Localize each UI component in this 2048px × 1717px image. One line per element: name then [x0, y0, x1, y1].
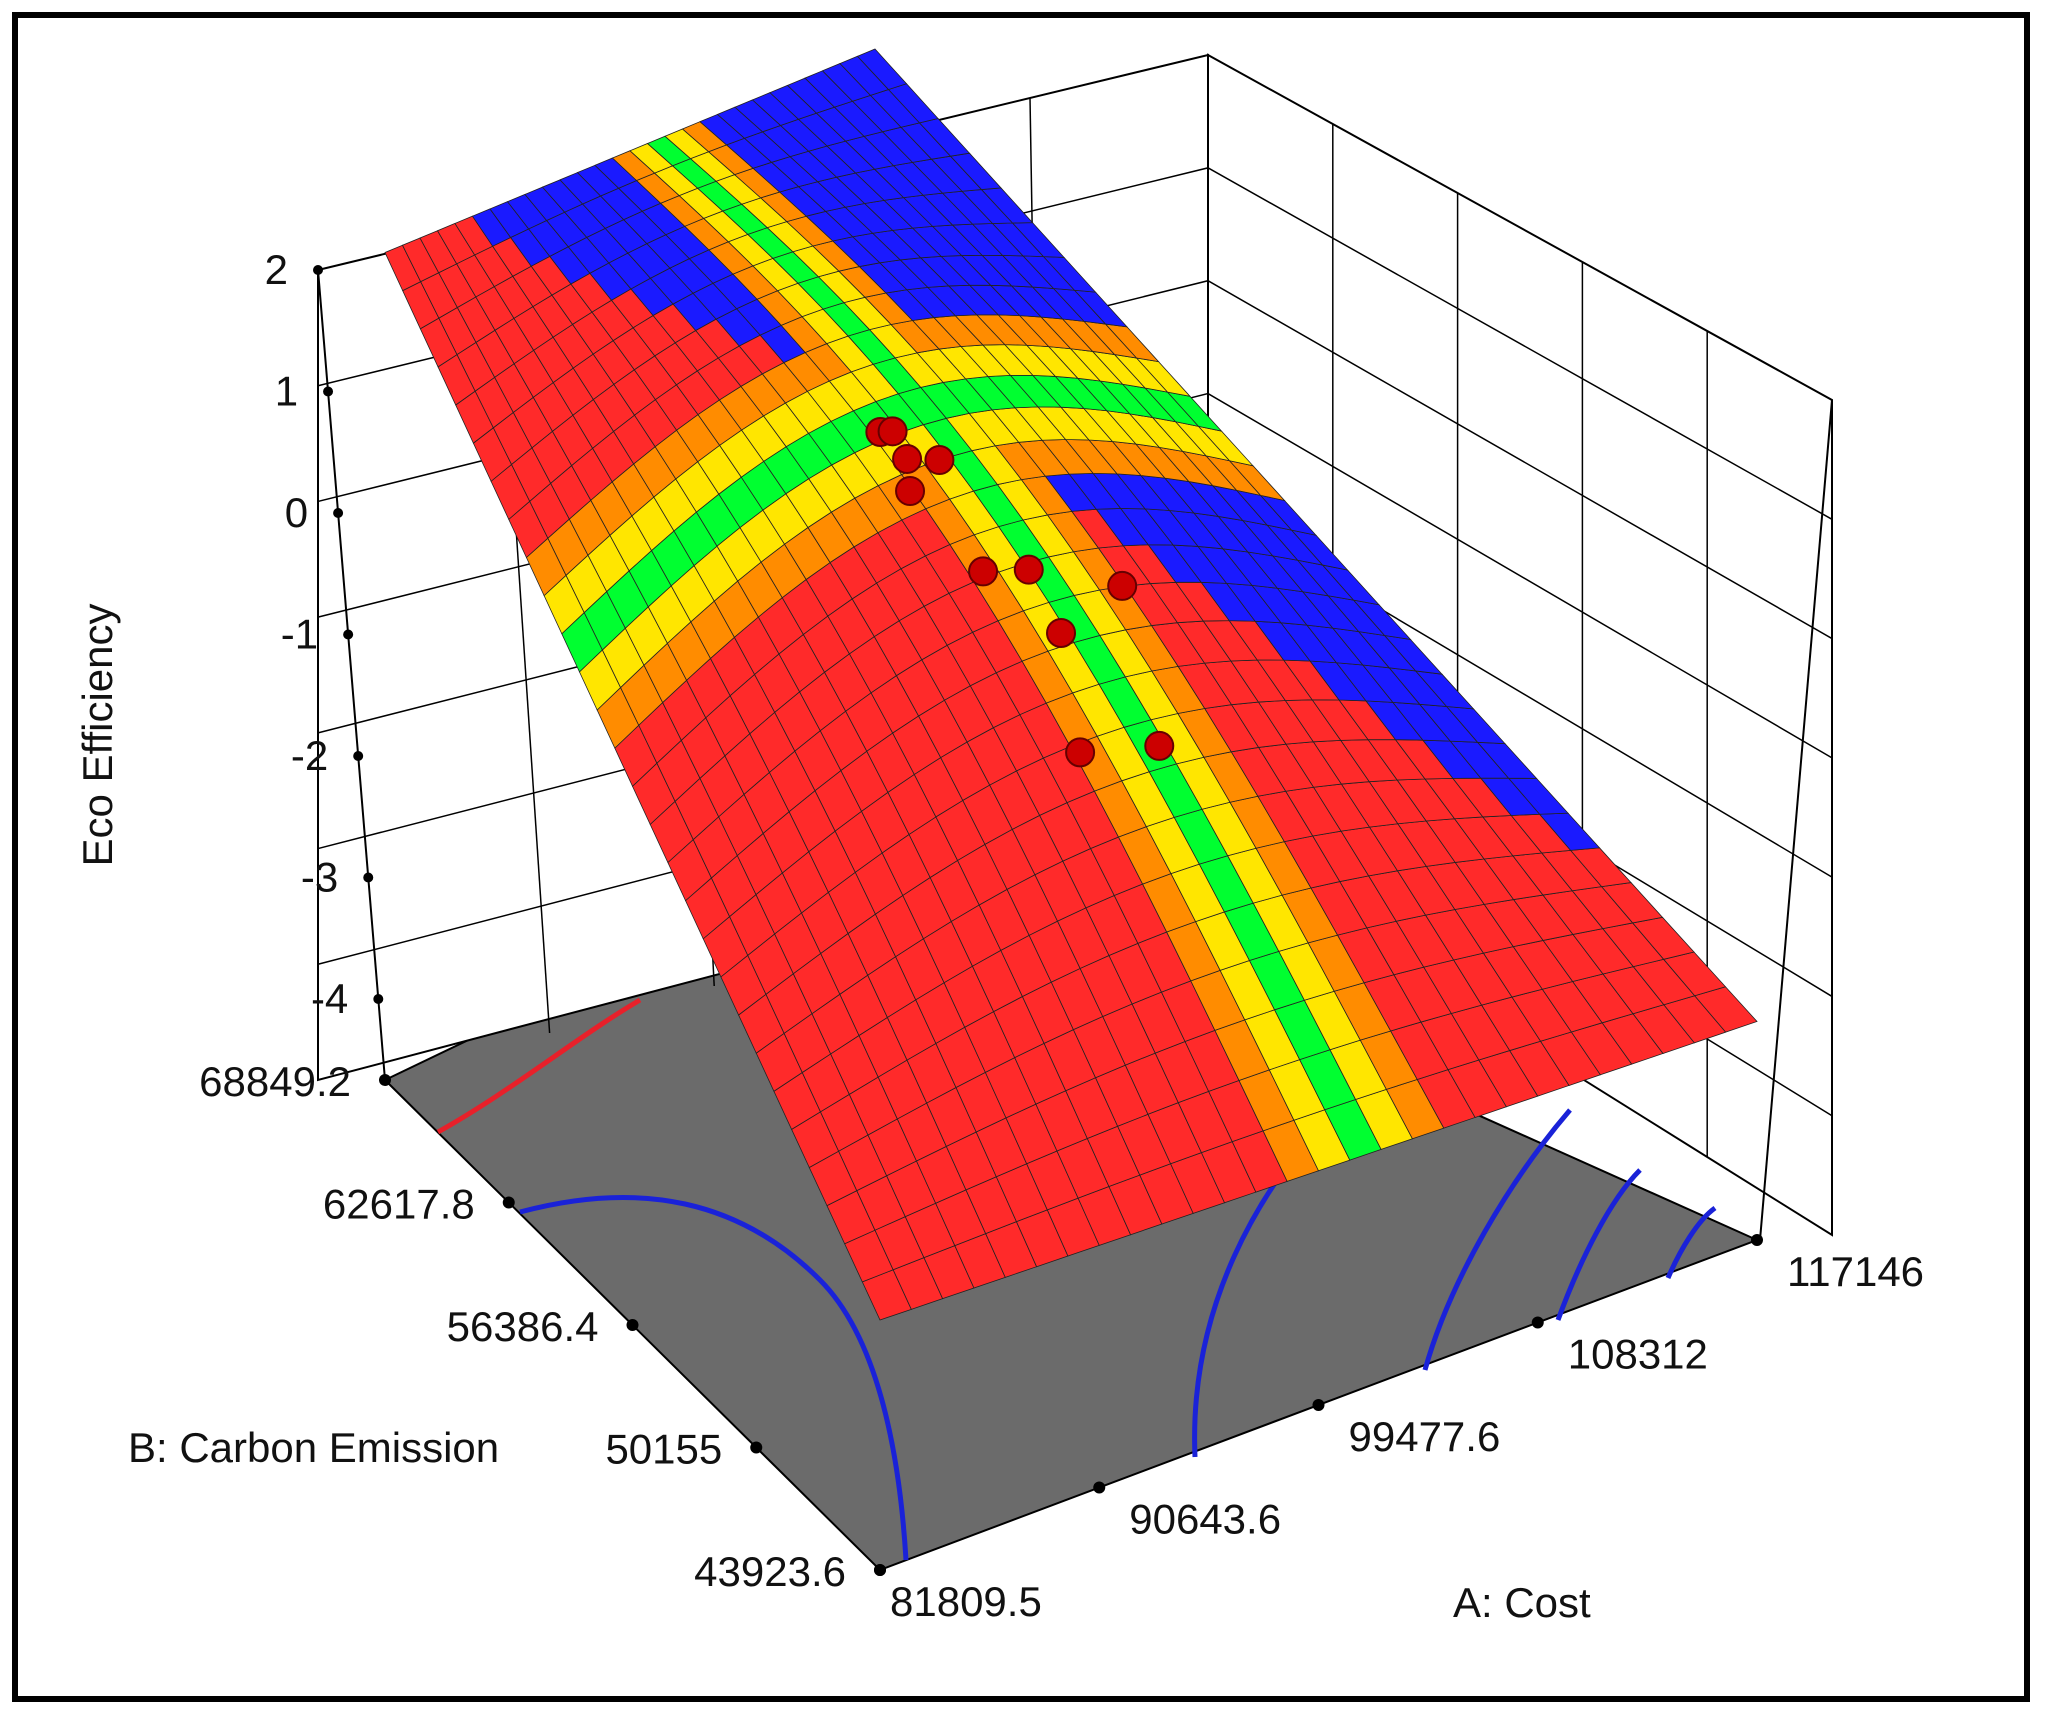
- x-tick-label: 99477.6: [1349, 1413, 1501, 1460]
- z-tick-label: 0: [285, 489, 308, 536]
- z-tick-label: -3: [301, 854, 338, 901]
- z-tick: [343, 629, 354, 640]
- contour-blue-left: [519, 1194, 909, 1561]
- z-tick: [333, 508, 344, 518]
- y-tick: [502, 1196, 515, 1209]
- design-point: [895, 476, 926, 507]
- design-point: [1013, 554, 1044, 585]
- z-tick: [313, 265, 323, 275]
- x-tick: [1531, 1316, 1544, 1329]
- y-tick-label: 50155: [605, 1426, 722, 1473]
- y-tick-label: 68849.2: [199, 1058, 351, 1105]
- x-tick: [1751, 1234, 1763, 1246]
- z-tick: [363, 872, 374, 883]
- design-point: [968, 556, 999, 587]
- design-point: [892, 443, 923, 474]
- design-point: [1046, 617, 1077, 648]
- contour-blue-4: [1665, 1205, 1717, 1279]
- axis-ticks: 2 1 0 -1 -2 -3 -4 43923.6 50155 56386.4 62617.8 688…: [199, 246, 1924, 1625]
- design-point: [1107, 570, 1138, 601]
- z-tick-label: 2: [265, 246, 288, 293]
- z-axis-line: [317, 269, 386, 1081]
- y-tick: [626, 1319, 639, 1331]
- x-tick-label: 81809.5: [890, 1578, 1042, 1625]
- z-tick: [323, 386, 334, 397]
- y-tick: [379, 1074, 391, 1086]
- response-surface: [384, 48, 1758, 1321]
- z-tick: [353, 751, 364, 761]
- design-point: [1144, 730, 1175, 761]
- contour-blue-3: [1555, 1168, 1642, 1321]
- z-tick-label: 1: [275, 368, 298, 415]
- right-front-edge: [1759, 399, 1833, 1241]
- x-tick-label: 90643.6: [1129, 1496, 1281, 1543]
- chart-frame: [12, 12, 2030, 1702]
- z-tick: [373, 994, 384, 1004]
- surface-cell: [856, 48, 908, 91]
- y-tick-label: 56386.4: [447, 1303, 599, 1350]
- y-tick-label: 62617.8: [323, 1181, 475, 1228]
- y-tick: [750, 1441, 763, 1454]
- design-point: [924, 445, 955, 476]
- design-points: [865, 416, 1175, 768]
- z-tick-label: -1: [281, 611, 318, 658]
- z-axis-title: Eco Efficiency: [74, 603, 121, 866]
- x-axis-title: A: Cost: [1453, 1579, 1591, 1626]
- y-axis-title: B: Carbon Emission: [128, 1424, 499, 1471]
- x-tick: [1312, 1399, 1325, 1411]
- design-point: [1065, 737, 1096, 768]
- z-tick-label: -2: [291, 732, 328, 779]
- design-point: [877, 416, 908, 447]
- x-tick: [1093, 1481, 1106, 1494]
- contour-blue-2: [1422, 1108, 1572, 1371]
- x-tick-label: 108312: [1568, 1331, 1708, 1378]
- z-tick-label: -4: [311, 975, 348, 1022]
- y-tick-label: 43923.6: [694, 1548, 846, 1595]
- x-tick: [874, 1564, 886, 1576]
- contour-red: [436, 997, 642, 1135]
- x-tick-label: 117146: [1787, 1248, 1924, 1295]
